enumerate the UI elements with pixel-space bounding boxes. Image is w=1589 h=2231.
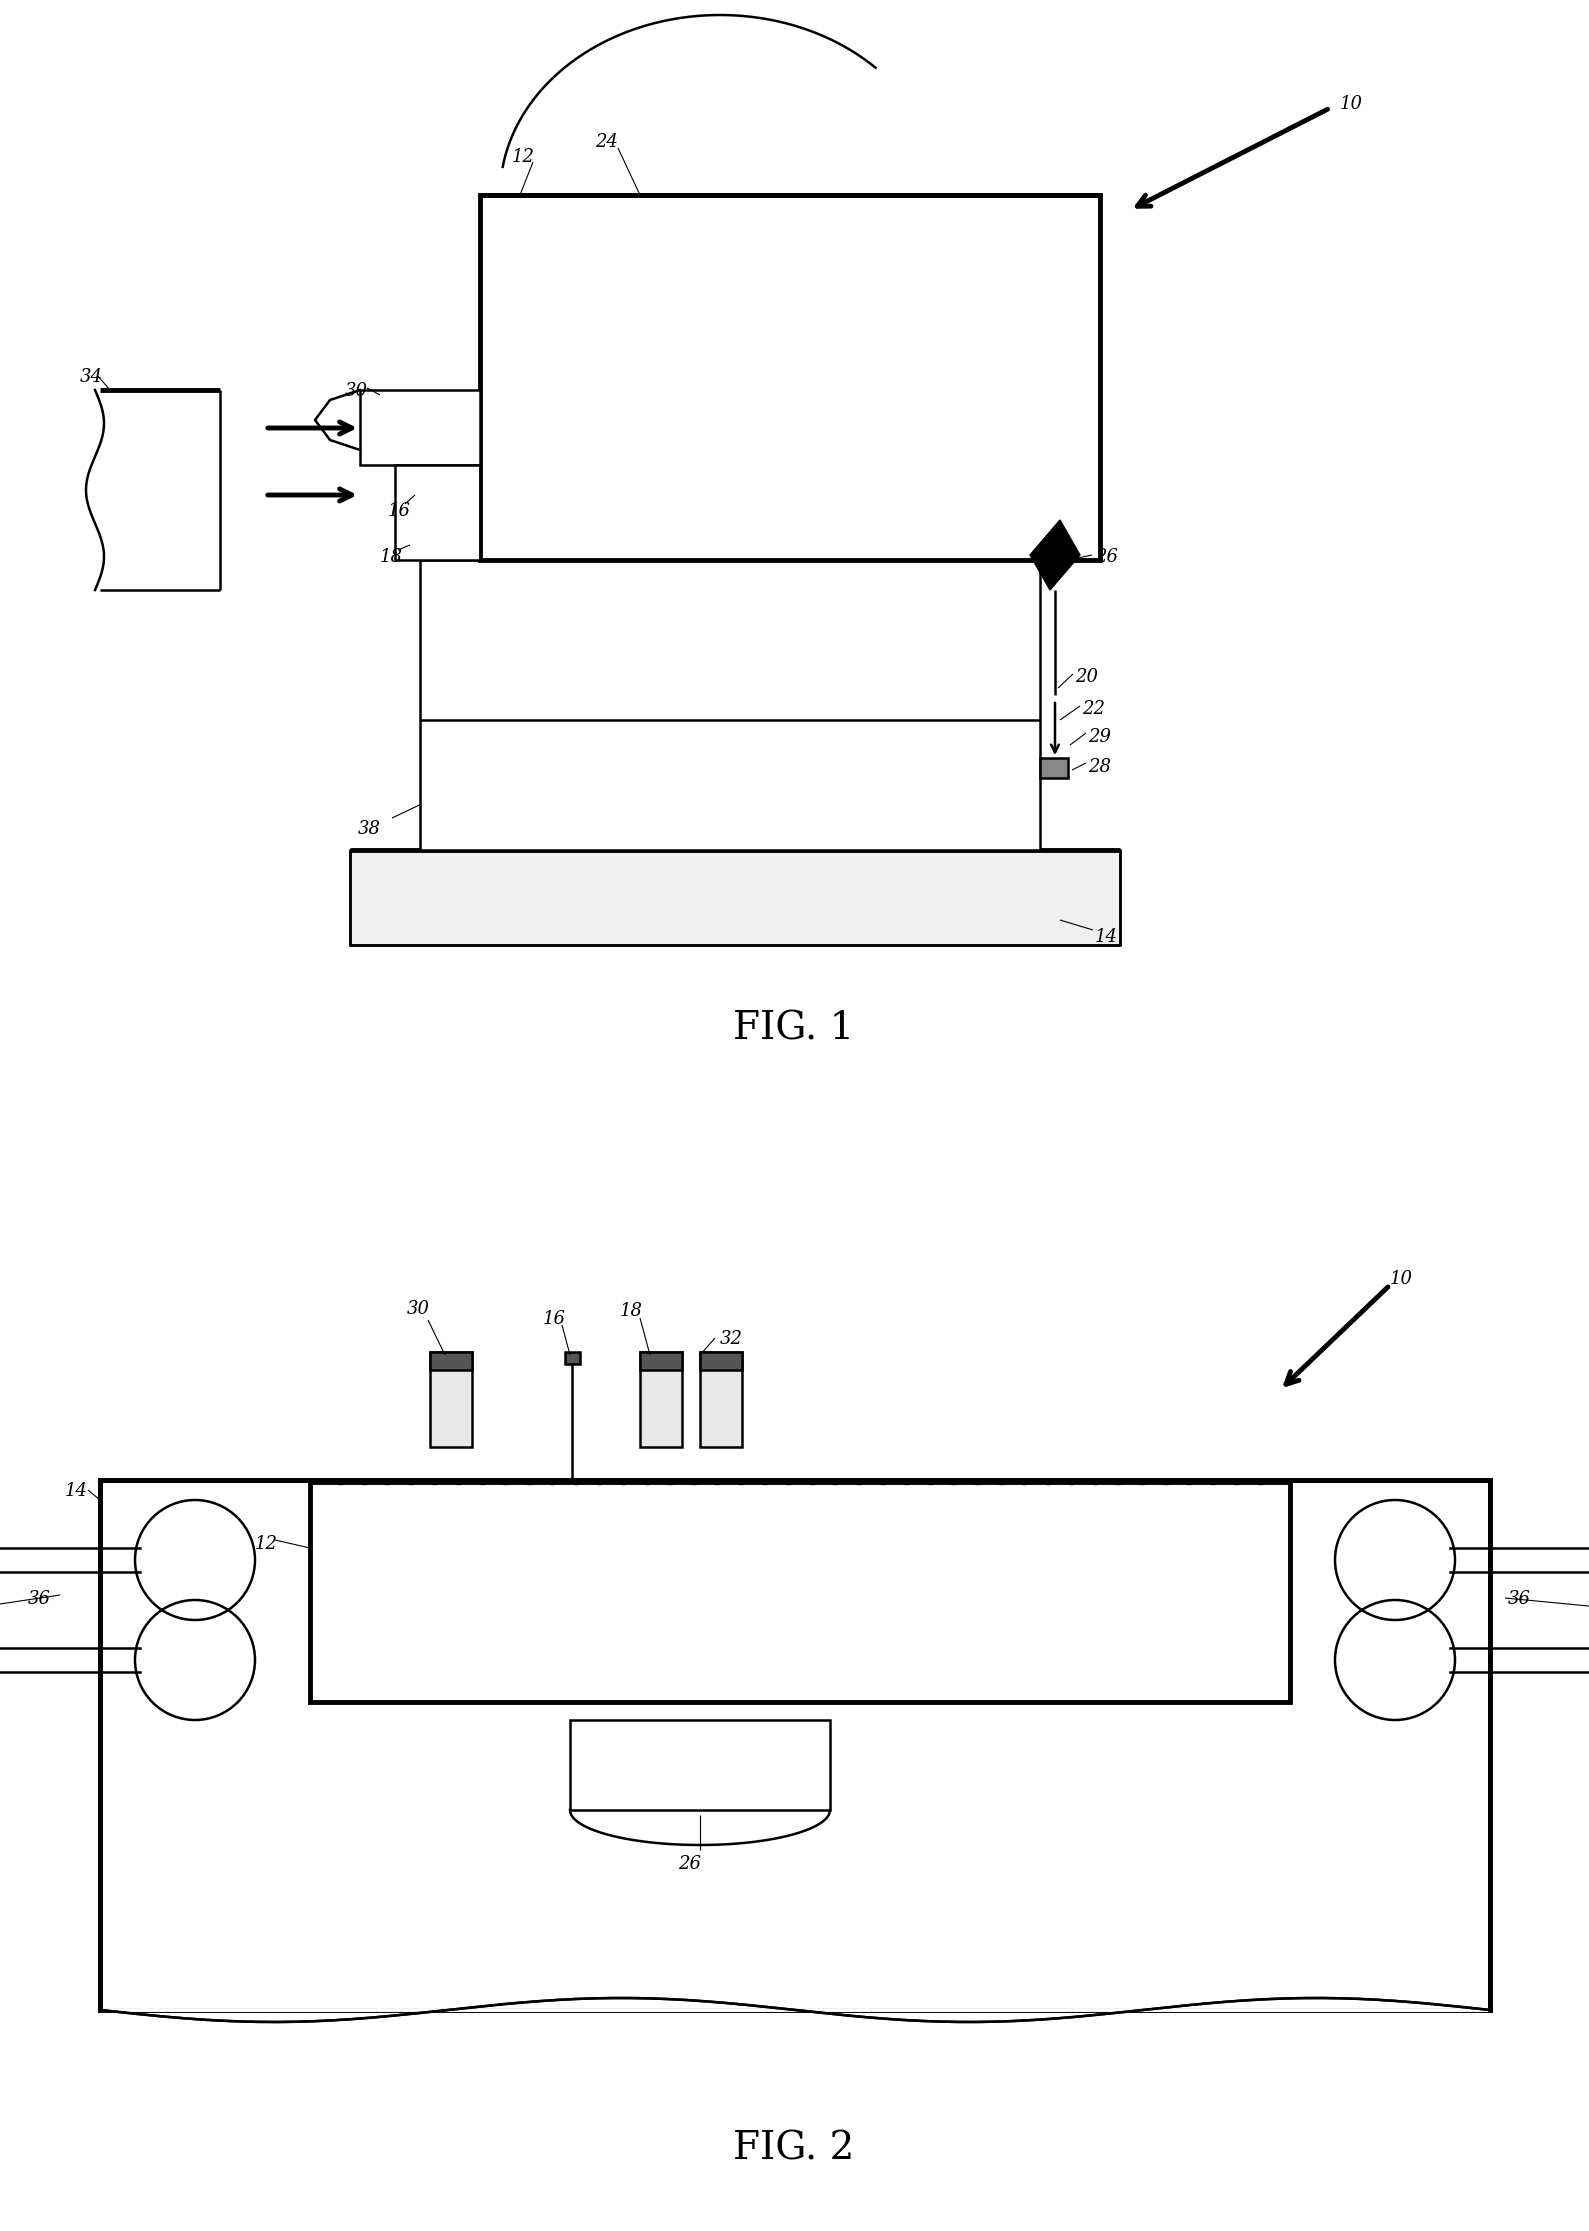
Text: 10: 10 [1390, 1269, 1413, 1287]
Text: 26: 26 [679, 1854, 701, 1874]
Text: 22: 22 [1082, 701, 1104, 718]
Bar [701, 1352, 742, 1370]
Polygon shape [1030, 520, 1081, 589]
Text: FIG. 1: FIG. 1 [734, 1011, 855, 1046]
Text: 10: 10 [1340, 96, 1363, 114]
Text: 29: 29 [1088, 727, 1111, 745]
Text: 18: 18 [620, 1303, 644, 1321]
Bar [361, 390, 480, 464]
Text: 32: 32 [720, 1330, 744, 1348]
Text: 16: 16 [388, 502, 412, 520]
Bar [640, 1352, 682, 1448]
Text: 36: 36 [1508, 1591, 1530, 1609]
Bar [431, 772, 462, 850]
Text: 12: 12 [512, 147, 535, 165]
Bar [640, 1352, 682, 1370]
Bar [659, 772, 691, 850]
Bar [396, 464, 480, 560]
Bar [419, 560, 1039, 850]
Bar [310, 1481, 1290, 1702]
Bar [570, 1720, 829, 1809]
Text: 18: 18 [380, 549, 404, 567]
Text: FIG. 2: FIG. 2 [733, 2131, 855, 2166]
Bar [566, 1352, 580, 1363]
Bar [760, 772, 791, 850]
Text: 30: 30 [407, 1301, 431, 1319]
Text: 14: 14 [65, 1481, 87, 1499]
Bar [100, 1479, 1490, 2010]
Text: 14: 14 [1095, 928, 1119, 946]
Bar [531, 772, 563, 850]
Text: 28: 28 [1088, 759, 1111, 776]
Text: 26: 26 [1095, 549, 1119, 567]
Text: 24: 24 [594, 134, 618, 152]
Text: 12: 12 [254, 1535, 278, 1553]
Text: 34: 34 [79, 368, 103, 386]
Bar [701, 1352, 742, 1448]
Text: 20: 20 [1076, 667, 1098, 685]
Bar [350, 850, 1120, 946]
Bar [480, 194, 1100, 560]
Bar [431, 1352, 472, 1370]
Bar [1039, 759, 1068, 779]
Bar [431, 1352, 472, 1448]
Text: 16: 16 [543, 1310, 566, 1327]
Text: 36: 36 [29, 1591, 51, 1609]
Text: 38: 38 [358, 821, 381, 839]
Text: 30: 30 [345, 382, 369, 399]
